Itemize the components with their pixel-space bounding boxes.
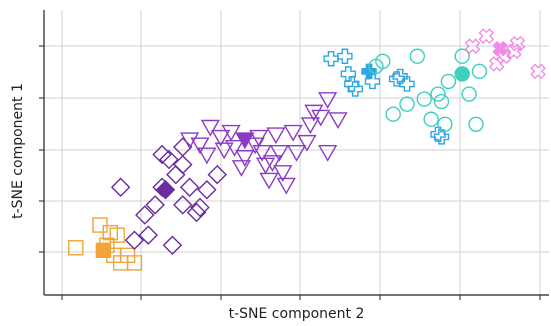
plus-point bbox=[430, 126, 446, 143]
plus-point bbox=[433, 129, 450, 145]
triangle-down-point bbox=[224, 139, 245, 157]
diamond-point bbox=[207, 164, 227, 185]
diamond-point bbox=[152, 144, 172, 165]
circle-point bbox=[399, 96, 415, 112]
square-centroid-point bbox=[95, 242, 112, 258]
triangle-down-point bbox=[328, 112, 348, 130]
triangle-down-point bbox=[214, 142, 234, 160]
data-points bbox=[68, 28, 546, 271]
diamond-point bbox=[173, 154, 193, 175]
diamond-point bbox=[124, 230, 145, 250]
circle-point bbox=[385, 106, 401, 122]
x-centroid-point bbox=[492, 40, 508, 57]
triangle-down-point bbox=[318, 144, 338, 162]
plus-point bbox=[392, 68, 408, 85]
circle-point bbox=[454, 48, 470, 64]
grid-lines bbox=[44, 10, 549, 295]
triangle-down-point bbox=[311, 109, 331, 127]
diamond-point bbox=[197, 180, 217, 200]
triangle-down-point bbox=[273, 165, 293, 182]
triangle-down-point bbox=[300, 117, 321, 135]
triangle-down-point bbox=[190, 137, 210, 155]
triangle-down-point bbox=[197, 147, 217, 165]
plus-point bbox=[364, 73, 381, 90]
triangle-down-point bbox=[262, 155, 283, 172]
triangle-down-point bbox=[283, 124, 303, 142]
triangle-down-point bbox=[286, 144, 307, 162]
circle-point bbox=[423, 111, 439, 127]
diamond-point bbox=[162, 235, 183, 255]
circle-point bbox=[375, 53, 391, 69]
circle-point bbox=[409, 48, 426, 64]
diamond-point bbox=[138, 225, 158, 245]
circle-point bbox=[433, 93, 450, 110]
diamond-point bbox=[135, 205, 155, 225]
triangle-down-point bbox=[259, 172, 279, 190]
plus-centroid-point bbox=[361, 63, 377, 80]
x-point bbox=[506, 43, 522, 60]
triangle-down-point bbox=[266, 127, 286, 145]
triangle-down-point bbox=[231, 160, 252, 177]
circle-point bbox=[430, 86, 446, 102]
triangle-down-point bbox=[200, 119, 220, 137]
triangle-down-point bbox=[318, 92, 338, 109]
triangle-down-point bbox=[297, 134, 317, 152]
circle-point bbox=[416, 91, 432, 107]
y-axis-label: t-SNE component 1 bbox=[10, 83, 26, 219]
circle-point bbox=[468, 116, 484, 132]
circle-point bbox=[440, 73, 457, 90]
plus-point bbox=[344, 76, 360, 92]
axes bbox=[39, 10, 549, 300]
plus-point bbox=[340, 66, 357, 82]
triangle-down-point bbox=[304, 104, 324, 122]
diamond-point bbox=[179, 177, 200, 198]
x-axis-label: t-SNE component 2 bbox=[228, 306, 365, 322]
diamond-point bbox=[186, 202, 207, 223]
diamond-point bbox=[190, 197, 210, 218]
circle-point bbox=[437, 116, 453, 132]
circle-point bbox=[471, 63, 488, 80]
triangle-down-point bbox=[269, 144, 289, 162]
x-point bbox=[464, 38, 481, 54]
triangle-down-point bbox=[211, 129, 231, 147]
circle-centroid-point bbox=[454, 66, 470, 82]
triangle-down-point bbox=[252, 144, 272, 162]
triangle-down-point bbox=[276, 177, 296, 195]
circle-point bbox=[461, 86, 477, 102]
diamond-point bbox=[173, 195, 193, 215]
square-point bbox=[68, 240, 84, 256]
triangle-down-point bbox=[180, 132, 200, 150]
triangle-down-point bbox=[255, 157, 276, 175]
plus-point bbox=[337, 48, 353, 64]
square-point bbox=[109, 227, 125, 243]
triangle-down-centroid-point bbox=[235, 132, 255, 150]
triangle-down-point bbox=[221, 124, 241, 142]
plus-point bbox=[347, 81, 363, 97]
plus-point bbox=[323, 51, 339, 67]
diamond-point bbox=[110, 177, 131, 198]
x-point bbox=[488, 55, 505, 72]
triangle-down-point bbox=[235, 150, 255, 167]
diamond-point bbox=[159, 149, 179, 170]
square-point bbox=[126, 255, 143, 271]
diamond-point bbox=[145, 195, 165, 215]
triangle-down-point bbox=[249, 129, 269, 147]
x-point bbox=[478, 28, 495, 44]
x-point bbox=[530, 63, 546, 80]
plus-point bbox=[399, 76, 415, 92]
diamond-centroid-point bbox=[155, 180, 176, 200]
x-point bbox=[509, 35, 526, 52]
diamond-point bbox=[166, 164, 186, 185]
